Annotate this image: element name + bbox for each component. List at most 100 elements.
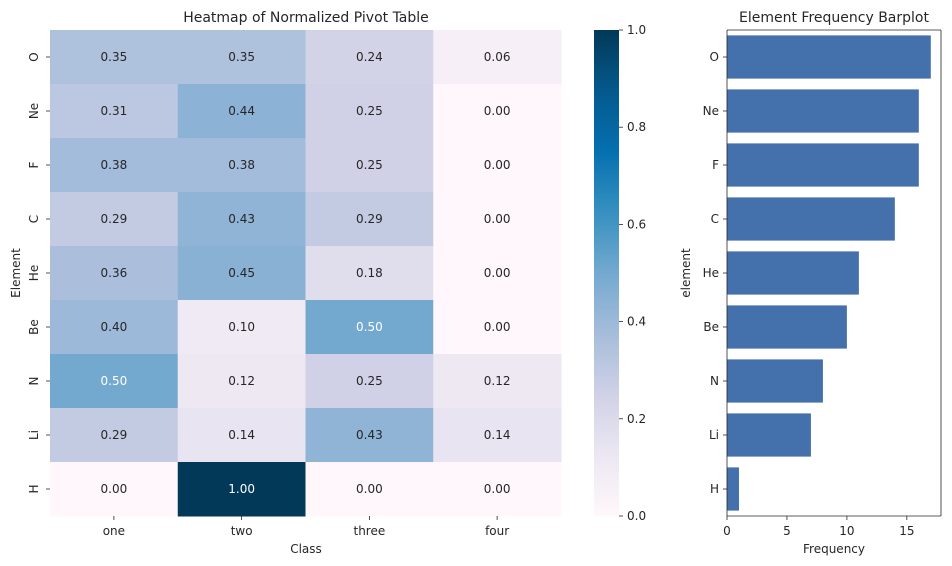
heatmap-cell [433, 246, 562, 301]
heatmap-cell-label: 0.00 [484, 158, 511, 172]
heatmap-cell [177, 30, 306, 85]
bar-y-tick-label: N [710, 374, 719, 388]
heatmap-x-tick-label: two [231, 524, 253, 538]
bar-y-ticks: O Ne F C He Be N Li H [703, 50, 727, 496]
heatmap-cell [50, 30, 179, 85]
heatmap-x-tick-label: four [485, 524, 509, 538]
bar [727, 305, 847, 349]
heatmap-cell-label: 0.10 [228, 320, 255, 334]
heatmap-y-tick-label: Ne [27, 103, 41, 119]
heatmap-y-ticks: O Ne F C He Be N Li H [27, 52, 50, 494]
bar [727, 467, 739, 511]
bar [727, 359, 823, 403]
bar [727, 35, 931, 79]
heatmap-cell-label: 0.36 [101, 266, 128, 280]
heatmap-cell-label: 0.50 [356, 320, 383, 334]
bar-y-tick-label: Be [703, 320, 719, 334]
heatmap-y-tick-label: O [27, 52, 41, 61]
heatmap-cell-label: 0.25 [356, 158, 383, 172]
heatmap-cell [177, 84, 306, 139]
heatmap-cell [305, 462, 434, 517]
heatmap-cell [305, 246, 434, 301]
heatmap-cell-label: 0.12 [228, 374, 255, 388]
heatmap-y-axis-label: Element [9, 248, 23, 298]
heatmap-y-tick-label: Li [27, 430, 41, 440]
heatmap-cell-label: 0.43 [356, 428, 383, 442]
heatmap-title: Heatmap of Normalized Pivot Table [183, 10, 429, 26]
heatmap-cell-label: 0.40 [101, 320, 128, 334]
heatmap-cell-label: 0.38 [101, 158, 128, 172]
heatmap-cell [50, 300, 179, 355]
heatmap-cell [433, 138, 562, 193]
heatmap-cell [177, 246, 306, 301]
colorbar: 0.0 0.2 0.4 0.6 0.8 1.0 [594, 23, 646, 523]
heatmap-cell-label: 0.00 [356, 482, 383, 496]
heatmap-cell-label: 0.00 [484, 266, 511, 280]
barplot-y-axis-label: element [679, 248, 693, 298]
heatmap-cell [50, 462, 179, 517]
barplot-x-axis-label: Frequency [803, 542, 865, 556]
heatmap-cell [177, 192, 306, 247]
barplot-title: Element Frequency Barplot [739, 10, 929, 26]
bar-y-tick-label: Li [709, 428, 719, 442]
heatmap-cell [433, 300, 562, 355]
heatmap-cell-label: 0.00 [484, 482, 511, 496]
colorbar-tick-label: 1.0 [627, 23, 646, 37]
heatmap-cell-label: 0.12 [484, 374, 511, 388]
bar-x-tick-label: 10 [839, 524, 854, 538]
heatmap-cell-label: 0.25 [356, 104, 383, 118]
heatmap-cell-label: 1.00 [228, 482, 255, 496]
heatmap-cell [305, 84, 434, 139]
colorbar-ticks: 0.0 0.2 0.4 0.6 0.8 1.0 [619, 23, 646, 523]
heatmap-cell [305, 300, 434, 355]
heatmap-y-tick-label: C [27, 215, 41, 223]
heatmap-cell-label: 0.14 [228, 428, 255, 442]
colorbar-tick-label: 0.8 [627, 120, 646, 134]
heatmap-cell [305, 30, 434, 85]
heatmap-cell [50, 84, 179, 139]
bar [727, 251, 859, 295]
heatmap-x-axis-label: Class [290, 542, 322, 556]
heatmap-cell-label: 0.25 [356, 374, 383, 388]
heatmap-cell-label: 0.31 [101, 104, 128, 118]
heatmap-cell-label: 0.35 [101, 50, 128, 64]
heatmap-cell [305, 192, 434, 247]
heatmap-cells [50, 30, 562, 517]
heatmap-y-tick-label: Be [27, 319, 41, 335]
colorbar-tick-label: 0.2 [627, 412, 646, 426]
heatmap-cell-label: 0.29 [101, 212, 128, 226]
bar [727, 197, 895, 241]
heatmap-cell [50, 354, 179, 409]
bar-y-tick-label: O [710, 50, 719, 64]
heatmap-chart: Heatmap of Normalized Pivot Table 0.35 0.… [9, 10, 562, 556]
heatmap-cell-label: 0.00 [484, 104, 511, 118]
heatmap-cell-label: 0.29 [101, 428, 128, 442]
heatmap-cell [50, 192, 179, 247]
bar-y-tick-label: H [710, 482, 719, 496]
heatmap-cell [433, 84, 562, 139]
heatmap-cell [433, 192, 562, 247]
heatmap-cell-label: 0.24 [356, 50, 383, 64]
colorbar-gradient [594, 30, 619, 516]
heatmap-cell-label: 0.35 [228, 50, 255, 64]
bar-y-tick-label: F [712, 158, 719, 172]
bar [727, 89, 919, 133]
heatmap-cell [177, 408, 306, 463]
heatmap-cell [177, 354, 306, 409]
heatmap-x-tick-label: three [354, 524, 386, 538]
heatmap-cell [177, 138, 306, 193]
bar [727, 413, 811, 457]
bar-y-tick-label: C [711, 212, 719, 226]
heatmap-cell-label: 0.00 [484, 212, 511, 226]
bar-x-ticks: 0 5 10 15 [723, 516, 914, 538]
heatmap-cell-label: 0.14 [484, 428, 511, 442]
heatmap-y-tick-label: F [27, 161, 41, 168]
heatmap-cell-label: 0.44 [228, 104, 255, 118]
heatmap-x-tick-label: one [103, 524, 125, 538]
bar-axes-frame [726, 29, 942, 517]
heatmap-cell [50, 408, 179, 463]
heatmap-cell [50, 246, 179, 301]
colorbar-tick-label: 0.4 [627, 315, 646, 329]
heatmap-cell-label: 0.00 [101, 482, 128, 496]
